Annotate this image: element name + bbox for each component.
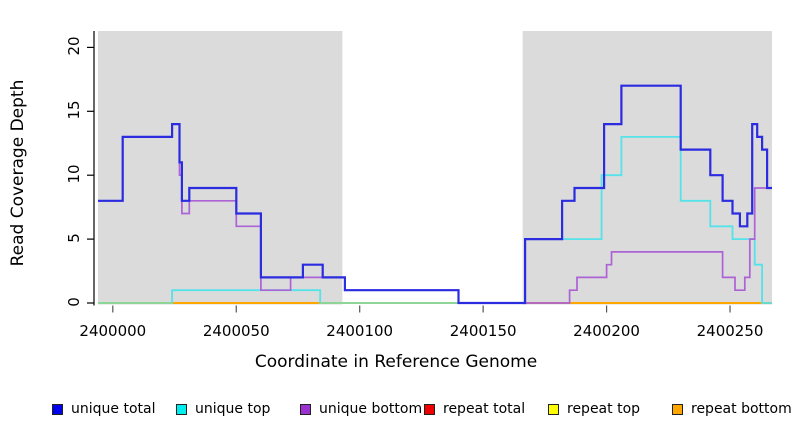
legend-item-repeat-total: repeat total xyxy=(424,398,525,420)
legend-label: repeat top xyxy=(567,401,641,417)
legend-swatch-icon xyxy=(300,403,311,415)
y-tick-label: 5 xyxy=(65,233,83,243)
x-axis-title: Coordinate in Reference Genome xyxy=(254,352,538,372)
chart-legend: unique total unique top unique bottom repea… xyxy=(0,398,792,420)
legend-item-unique-bottom: unique bottom xyxy=(300,398,422,420)
y-axis-title: Read Coverage Depth xyxy=(8,79,28,267)
shaded-region xyxy=(98,31,343,305)
legend-swatch-icon xyxy=(176,403,187,415)
y-tick-label: 10 xyxy=(65,164,83,184)
y-tick-label: 15 xyxy=(65,100,83,120)
y-tick-label: 20 xyxy=(65,36,83,56)
series-line-unique-total xyxy=(98,84,772,305)
legend-swatch-icon xyxy=(548,403,559,415)
legend-item-repeat-top: repeat top xyxy=(548,398,640,420)
series-line-unique-top xyxy=(98,136,772,304)
legend-label: repeat total xyxy=(443,401,526,417)
x-tick-label: 2400200 xyxy=(573,322,640,340)
legend-label: repeat bottom xyxy=(691,401,792,417)
y-tick-label: 0 xyxy=(65,297,83,307)
legend-swatch-icon xyxy=(424,403,435,415)
legend-item-unique-total: unique total xyxy=(52,398,155,420)
legend-swatch-icon xyxy=(672,403,683,415)
x-tick-label: 2400150 xyxy=(449,322,517,340)
x-tick-label: 2400250 xyxy=(696,322,764,340)
legend-label: unique bottom xyxy=(319,401,423,417)
shaded-region xyxy=(522,31,772,305)
x-tick-label: 2400050 xyxy=(202,322,270,340)
x-tick-label: 2400000 xyxy=(79,322,147,340)
legend-label: unique total xyxy=(71,401,156,417)
legend-swatch-icon xyxy=(52,403,63,415)
legend-item-unique-top: unique top xyxy=(176,398,270,420)
x-tick-label: 2400100 xyxy=(326,322,394,340)
plot-canvas xyxy=(87,31,772,313)
legend-item-repeat-bottom: repeat bottom xyxy=(672,398,792,420)
legend-label: unique top xyxy=(195,401,271,417)
